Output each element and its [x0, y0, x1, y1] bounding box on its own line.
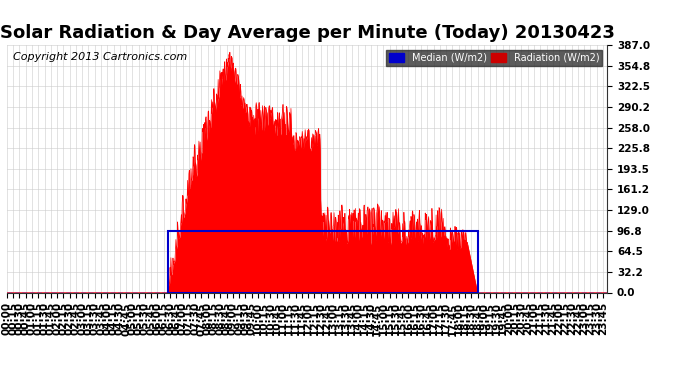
Legend: Median (W/m2), Radiation (W/m2): Median (W/m2), Radiation (W/m2): [386, 50, 602, 66]
Title: Solar Radiation & Day Average per Minute (Today) 20130423: Solar Radiation & Day Average per Minute…: [0, 24, 615, 42]
Text: Copyright 2013 Cartronics.com: Copyright 2013 Cartronics.com: [13, 53, 187, 62]
Bar: [168, 231, 477, 292]
